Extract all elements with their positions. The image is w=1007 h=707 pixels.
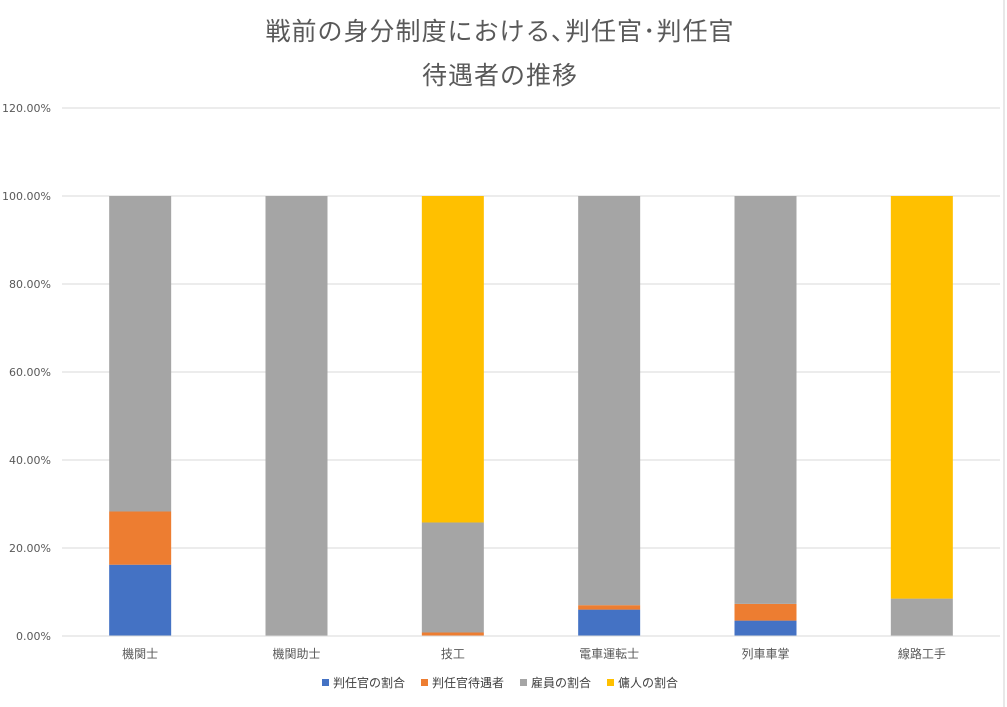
x-tick-label: 列車車掌 xyxy=(741,647,789,661)
legend-item: 判任官待遇者 xyxy=(420,674,504,691)
x-tick-label: 技工 xyxy=(441,647,465,661)
x-tick-label: 機関助士 xyxy=(272,646,320,661)
y-tick-label: 20.00% xyxy=(9,542,51,555)
chart-subtitle: 待遇者の推移 xyxy=(421,61,578,90)
legend-label: 判任官の割合 xyxy=(332,676,405,690)
bar-segment xyxy=(578,196,641,606)
legend-item: 傭人の割合 xyxy=(607,674,678,691)
bar-segment xyxy=(578,609,641,636)
legend-swatch xyxy=(607,679,615,686)
bar-segment xyxy=(890,196,953,599)
legend-label: 判任官待遇者 xyxy=(431,676,504,690)
bar-segment xyxy=(734,196,797,604)
legend-swatch xyxy=(321,679,329,686)
y-tick-label: 120.00% xyxy=(2,102,51,115)
bar-segment xyxy=(421,522,484,633)
y-tick-label: 60.00% xyxy=(9,366,51,379)
legend-label: 傭人の割合 xyxy=(618,676,679,690)
legend-swatch xyxy=(520,679,527,686)
bar-segment xyxy=(421,196,484,523)
legend: 判任官の割合 判任官待遇者 雇員の割合 傭人の割合 xyxy=(0,674,1000,691)
bar-segment xyxy=(734,603,797,621)
legend-item: 判任官の割合 xyxy=(321,674,405,691)
bars xyxy=(109,196,953,636)
bar-segment xyxy=(734,620,797,636)
legend-swatch xyxy=(420,679,428,686)
y-tick-label: 0.00% xyxy=(16,630,51,643)
chart-title: 戦前の身分制度における､判任官･判任官 xyxy=(265,17,735,46)
bar-segment xyxy=(421,632,484,636)
y-tick-label: 80.00% xyxy=(9,278,51,291)
y-tick-label: 40.00% xyxy=(9,454,51,467)
bar-segment xyxy=(890,598,953,636)
x-tick-label: 電車運転士 xyxy=(579,647,639,661)
y-axis-tick-labels: 0.00% 20.00% 40.00% 60.00% 80.00% 100.00% 120.… xyxy=(2,102,51,643)
bar-segment xyxy=(109,196,172,512)
legend-item: 雇員の割合 xyxy=(520,674,591,691)
bar-segment xyxy=(109,511,172,565)
legend-label: 雇員の割合 xyxy=(531,676,592,690)
y-tick-label: 100.00% xyxy=(2,190,51,203)
sheet-gridline-edge xyxy=(1003,0,1005,707)
x-axis-tick-labels: 機関士 機関助士 技工 電車運転士 列車車掌 線路工手 xyxy=(122,646,946,661)
gridlines xyxy=(62,107,1000,549)
bar-segment xyxy=(578,605,641,610)
x-tick-label: 線路工手 xyxy=(898,646,946,661)
bar-segment xyxy=(109,564,172,636)
x-tick-label: 機関士 xyxy=(122,646,158,661)
bar-segment xyxy=(265,196,328,636)
